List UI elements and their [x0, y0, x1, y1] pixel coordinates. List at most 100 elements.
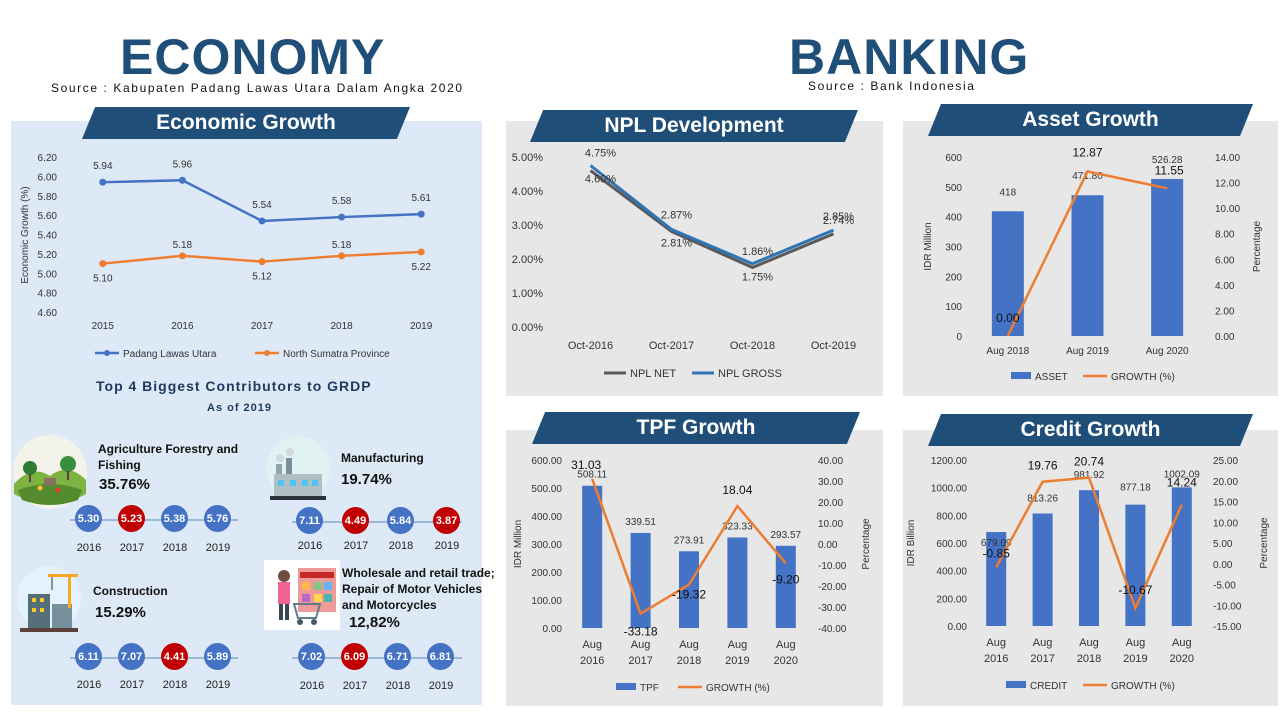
y2-tick-label: 40.00 — [818, 456, 843, 467]
sector-share-agriculture: 35.76% — [99, 476, 150, 493]
data-label: 2.87% — [661, 209, 692, 221]
legend-label: NPL GROSS — [718, 368, 782, 380]
sector-value-circle: 6.71 — [384, 643, 411, 670]
x-tick-label: 2020 — [774, 655, 798, 667]
y-tick-label: 5.20 — [38, 250, 58, 261]
y-tick-label: 0.00% — [512, 322, 543, 334]
sector-year-label: 2017 — [119, 679, 145, 691]
x-tick-label: 2016 — [171, 321, 194, 332]
sector-value-circle: 5.30 — [75, 505, 102, 532]
legend-label: GROWTH (%) — [1111, 372, 1175, 383]
x-tick-label: 2017 — [1030, 653, 1054, 665]
growth-label: -19.32 — [672, 588, 706, 602]
bar — [727, 537, 748, 628]
sector-year-label: 2016 — [76, 679, 102, 691]
data-label: 1.86% — [742, 246, 773, 258]
sector-name-agriculture: Agriculture Forestry and Fishing — [98, 442, 239, 472]
growth-label: 19.76 — [1028, 459, 1058, 473]
sector-track — [70, 519, 238, 521]
bar-label: 1002.09 — [1164, 469, 1201, 480]
y2-tick-label: -10.00 — [1213, 601, 1242, 612]
x-tick-label: Aug 2020 — [1146, 346, 1189, 357]
y2-axis-label: Percentage — [861, 518, 872, 570]
y-tick-label: 4.00% — [512, 186, 543, 198]
data-label: 2.74% — [823, 215, 854, 227]
y-tick-label: 1.00% — [512, 288, 543, 300]
y-tick-label: 800.00 — [936, 511, 967, 522]
y2-tick-label: -10.00 — [818, 561, 847, 572]
growth-label: -10.67 — [1118, 583, 1152, 597]
x-tick-label: 2016 — [580, 655, 604, 667]
y2-tick-label: -20.00 — [818, 582, 847, 593]
bar-label: 293.57 — [771, 530, 802, 541]
data-label: 4.60% — [585, 174, 616, 186]
tpf-growth-chart: 600.00 500.00 400.00 300.00 200.00 100.00 0.00… — [513, 456, 872, 694]
growth-line — [591, 478, 787, 616]
bar-label: 877.18 — [1120, 483, 1151, 494]
sector-year-label: 2019 — [205, 679, 231, 691]
y-tick-label: 5.60 — [38, 211, 58, 222]
growth-label: 14.24 — [1167, 476, 1197, 490]
y-tick-label: 5.80 — [38, 192, 58, 203]
x-tick-label: 2019 — [1123, 653, 1147, 665]
data-label: 5.61 — [411, 193, 431, 204]
y-tick-label: 0.00 — [948, 622, 968, 633]
y2-tick-label: 2.00 — [1215, 306, 1235, 317]
sector-year-label: 2018 — [385, 680, 411, 692]
y2-tick-label: 0.00 — [818, 540, 838, 551]
y-tick-label: 4.60 — [38, 308, 58, 319]
legend-label: ASSET — [1035, 372, 1068, 383]
bar — [630, 532, 651, 628]
y-tick-label: 1000.00 — [931, 484, 968, 495]
sector-value-circle: 6.11 — [75, 643, 102, 670]
y-tick-label: 5.00% — [512, 152, 543, 164]
x-tick-label: 2019 — [410, 321, 433, 332]
banking-source: Source : Bank Indonesia — [808, 79, 976, 93]
y2-tick-label: 10.00 — [1215, 204, 1240, 215]
sector-value-circle: 3.87 — [433, 507, 460, 534]
data-label: 4.75% — [585, 148, 616, 160]
growth-label: 20.74 — [1074, 455, 1104, 469]
sector-year-label: 2017 — [119, 542, 145, 554]
bar — [1079, 490, 1099, 626]
y2-tick-label: 5.00 — [1213, 539, 1233, 550]
y2-tick-label: -15.00 — [1213, 622, 1242, 633]
sector-name-manufacturing: Manufacturing — [341, 451, 424, 465]
bar — [582, 485, 603, 628]
y-tick-label: 200.00 — [936, 594, 967, 605]
sector-year-label: 2017 — [342, 680, 368, 692]
legend-swatch — [616, 683, 636, 690]
legend-label: CREDIT — [1030, 681, 1067, 692]
data-point — [178, 176, 186, 184]
x-tick-label: 2018 — [1077, 653, 1101, 665]
y2-tick-label: 12.00 — [1215, 179, 1240, 190]
y-tick-label: 6.00 — [38, 172, 58, 183]
sector-value-circle: 5.38 — [161, 505, 188, 532]
bar — [1151, 178, 1184, 336]
x-tick-label: Oct-2018 — [730, 340, 775, 352]
y-tick-label: 5.00 — [38, 269, 58, 280]
data-label: 5.18 — [332, 240, 352, 251]
y-tick-label: 400.00 — [531, 512, 562, 523]
data-point — [417, 248, 425, 256]
y2-tick-label: -40.00 — [818, 624, 847, 635]
x-tick-label: 2015 — [92, 321, 115, 332]
y-tick-label: 500 — [945, 183, 962, 194]
y2-axis-label: Percentage — [1259, 517, 1270, 569]
y-tick-label: 600.00 — [936, 539, 967, 550]
y-tick-label: 0.00 — [543, 624, 563, 635]
asset-growth-chart: 600 500 400 300 200 100 0 14.00 12.00 10.00 8.00 6.… — [923, 145, 1263, 383]
data-label: 5.94 — [93, 161, 113, 172]
x-tick-label: Aug — [1126, 637, 1146, 649]
series-line-npl-gross — [589, 164, 835, 266]
legend-swatch — [1006, 681, 1026, 688]
y2-tick-label: 14.00 — [1215, 153, 1240, 164]
sector-year-label: 2016 — [299, 680, 325, 692]
growth-label: 11.55 — [1155, 163, 1184, 177]
legend-label: GROWTH (%) — [1111, 681, 1175, 692]
y2-tick-label: 0.00 — [1213, 560, 1233, 571]
x-tick-label: Oct-2017 — [649, 340, 694, 352]
bar — [1171, 487, 1192, 626]
y2-tick-label: 20.00 — [818, 498, 843, 509]
y-tick-label: 1200.00 — [931, 456, 968, 467]
